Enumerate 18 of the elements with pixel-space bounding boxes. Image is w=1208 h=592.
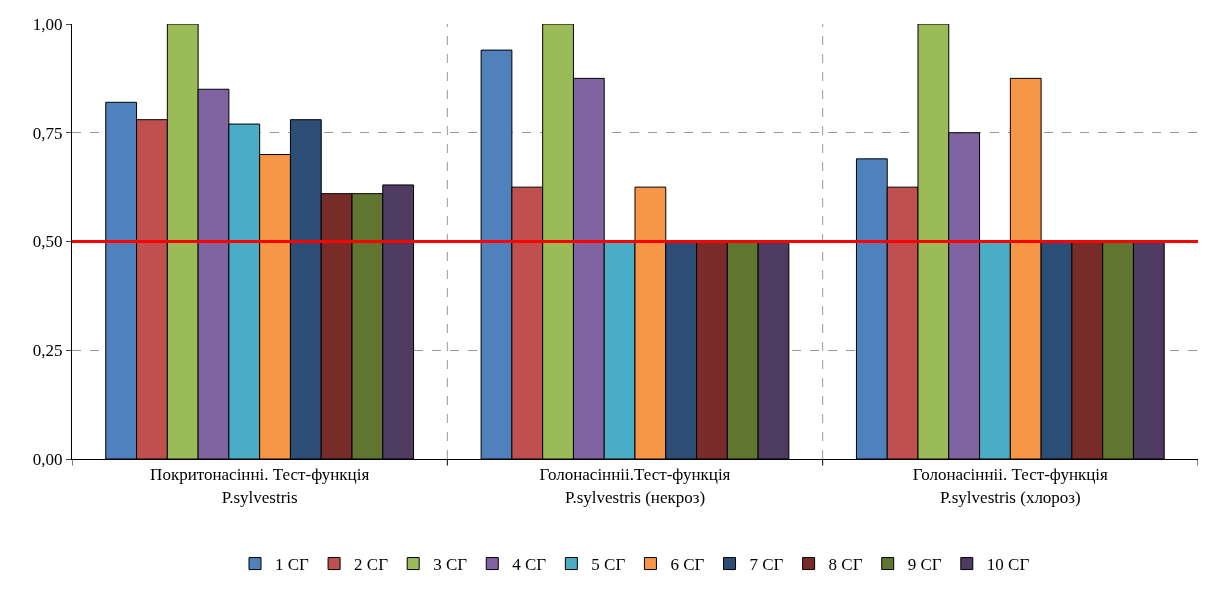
x-tick-label: Голонасінніі.Тест-функція P.sylvestris (некроз) xyxy=(539,465,731,507)
legend-label: 9 СГ xyxy=(907,555,942,575)
legend-label: 2 СГ xyxy=(354,555,389,575)
y-tick-label: 0,25 xyxy=(32,341,63,361)
legend-label: 10 СГ xyxy=(986,555,1030,575)
x-tick-label: Голонасінніі. Тест-функція P.sylvestris (хлороз) xyxy=(912,465,1109,507)
legend-label: 8 СГ xyxy=(828,555,863,575)
legend-label: 6 СГ xyxy=(670,555,705,575)
legend-label: 7 СГ xyxy=(749,555,784,575)
legend-label: 1 СГ xyxy=(275,555,310,575)
legend-label: 5 СГ xyxy=(591,555,626,575)
legend-label: 3 СГ xyxy=(433,555,468,575)
y-tick-label: 1,00 xyxy=(32,14,63,34)
x-tick-label: Покритонасінні. Тест-функція P.sylvestris xyxy=(150,465,370,507)
legend-label: 4 СГ xyxy=(512,555,547,575)
y-tick-label: 0,75 xyxy=(32,123,63,143)
y-tick-label: 0,00 xyxy=(32,449,63,469)
y-tick-label: 0,50 xyxy=(32,232,63,252)
